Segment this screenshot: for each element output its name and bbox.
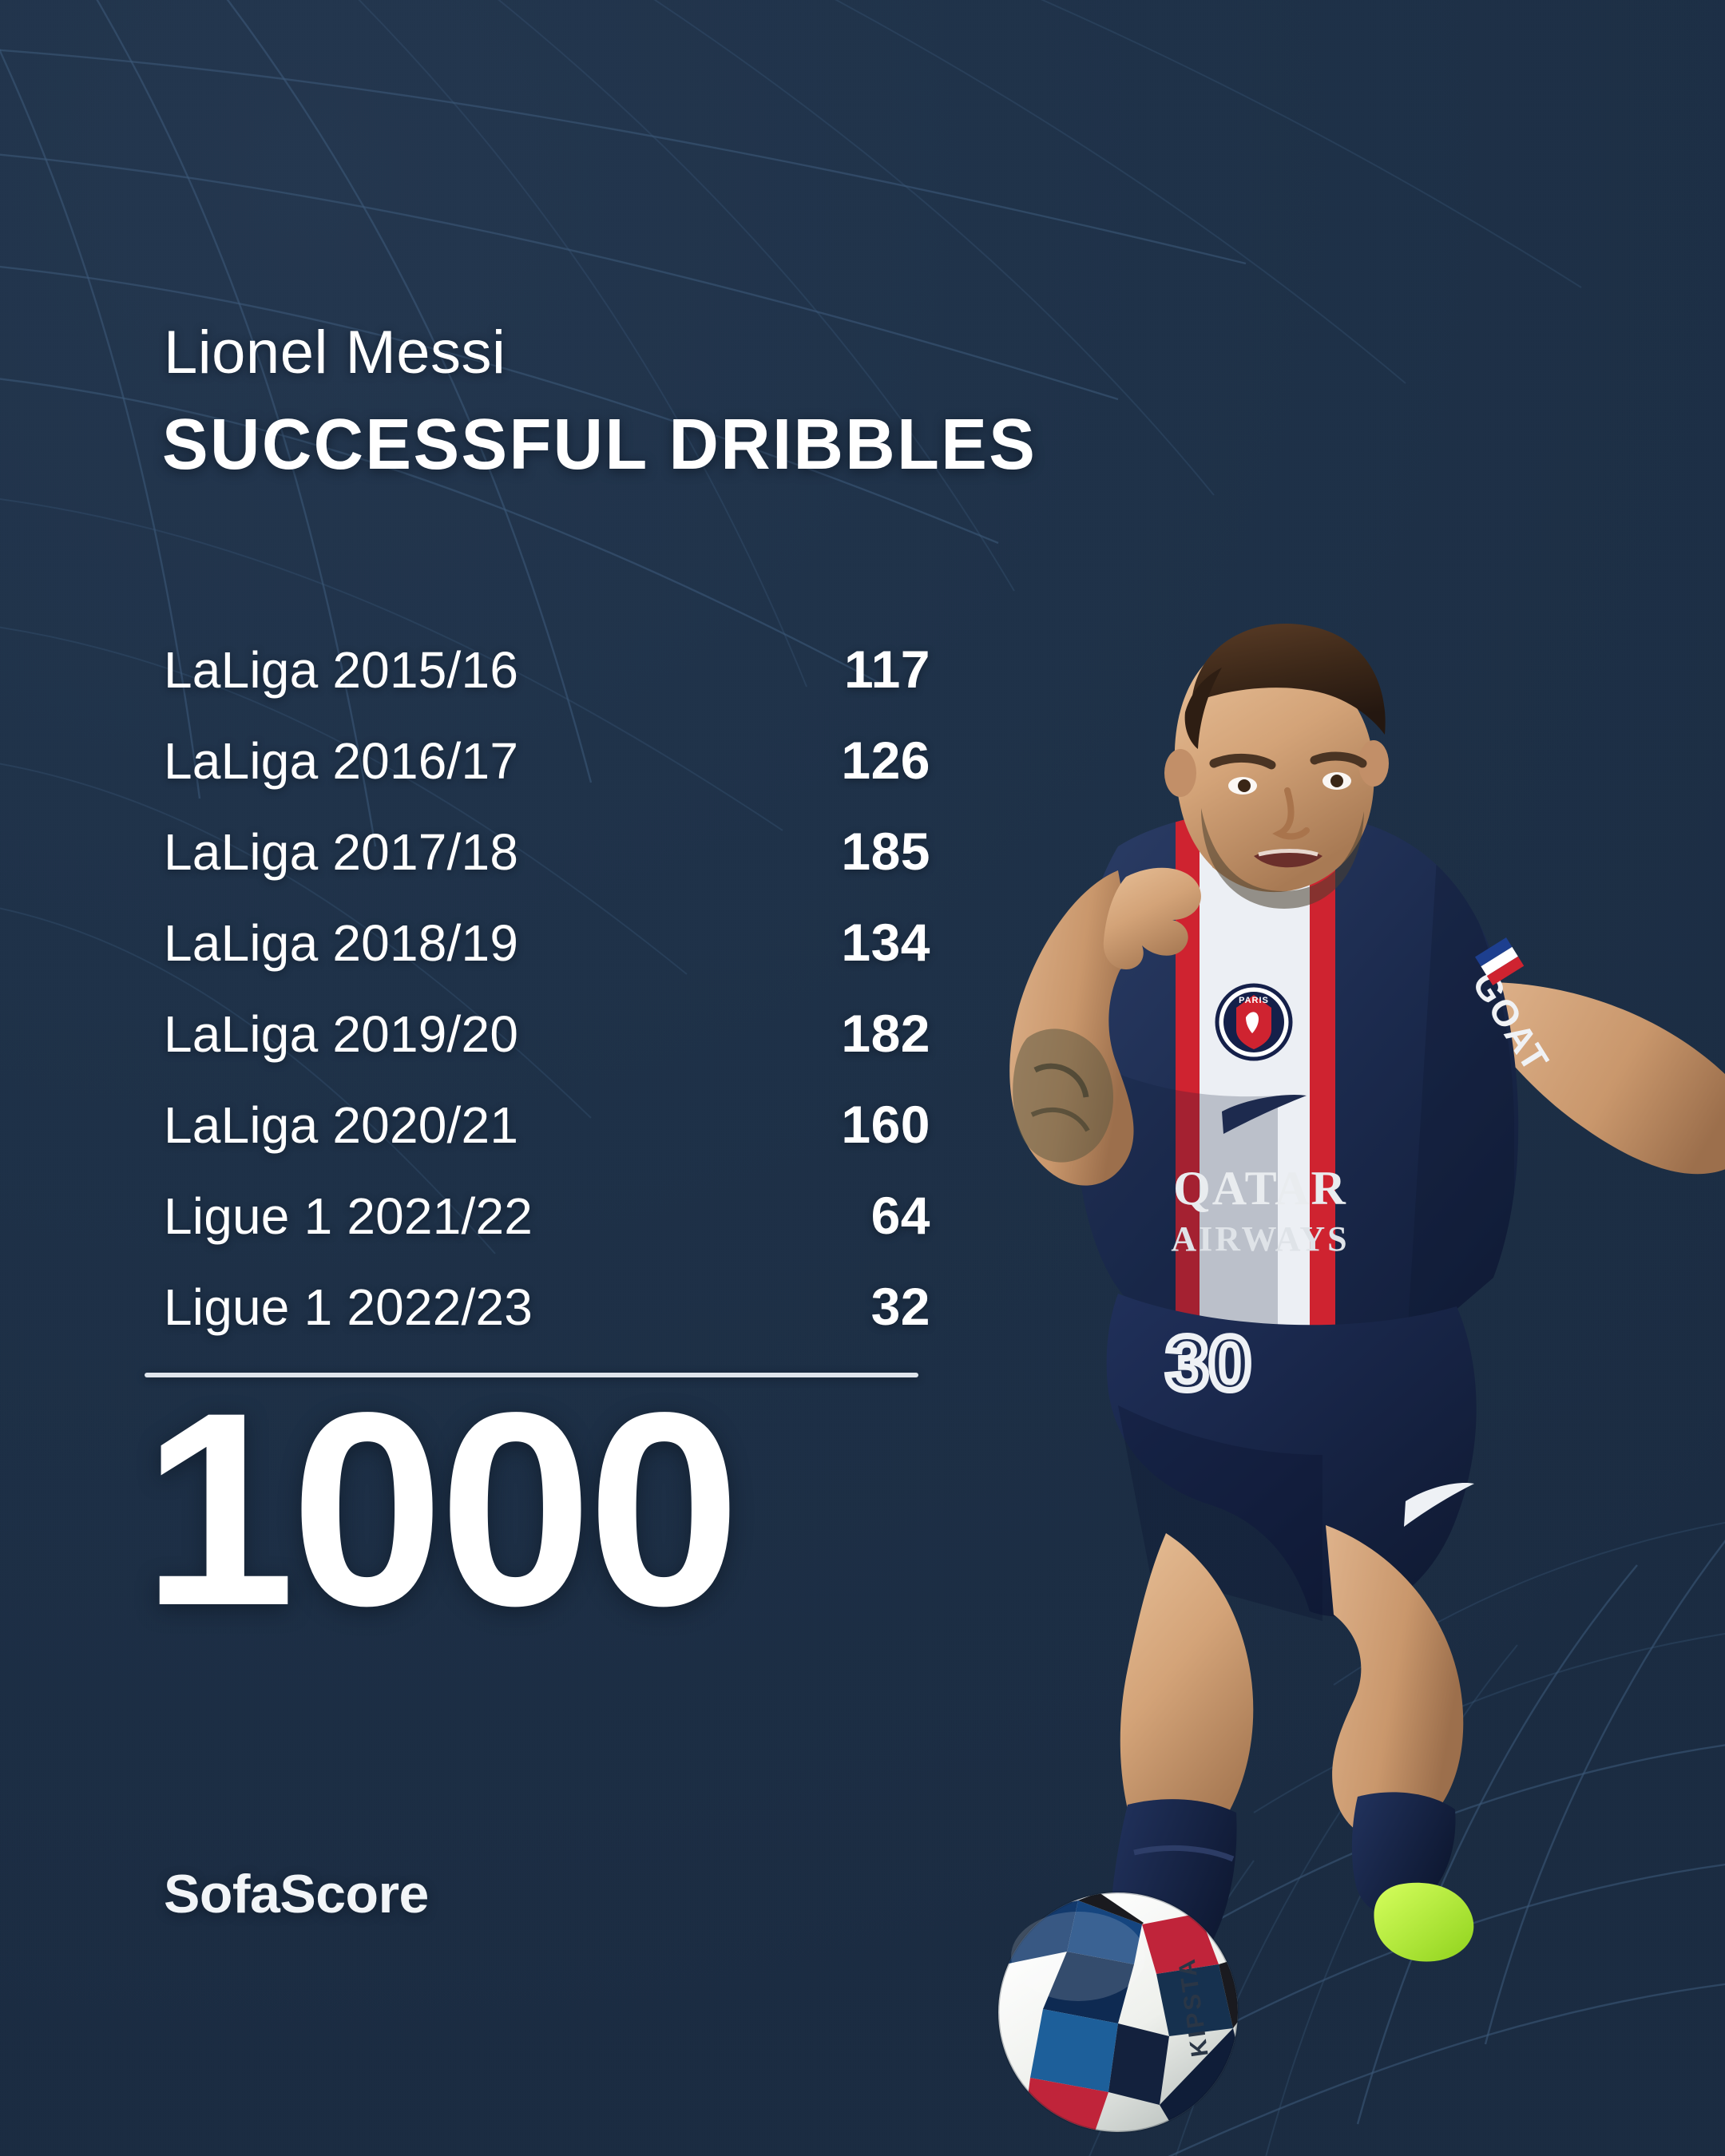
list-item: Ligue 1 2021/22 64 (164, 1185, 930, 1276)
kit-sponsor-line2: AIRWAYS (1171, 1219, 1349, 1258)
list-item: LaLiga 2019/20 182 (164, 1003, 930, 1094)
season-value: 134 (841, 913, 930, 972)
season-value: 126 (841, 731, 930, 790)
player-head (1164, 624, 1389, 909)
season-value: 185 (841, 822, 930, 881)
page-title: SUCCESSFUL DRIBBLES (162, 405, 1037, 485)
list-item: LaLiga 2020/21 160 (164, 1094, 930, 1185)
season-label: LaLiga 2020/21 (164, 1096, 519, 1154)
list-item: LaLiga 2018/19 134 (164, 912, 930, 1003)
season-label: LaLiga 2017/18 (164, 823, 519, 881)
player-right-arm (1009, 867, 1201, 1186)
kit-sponsor-line1: QATAR (1173, 1162, 1347, 1215)
season-value: 32 (870, 1277, 930, 1336)
stats-list: LaLiga 2015/16 117 LaLiga 2016/17 126 La… (164, 639, 930, 1367)
player-legs (1120, 1525, 1464, 1853)
season-label: LaLiga 2019/20 (164, 1005, 519, 1063)
season-label: Ligue 1 2022/23 (164, 1278, 533, 1336)
svg-text:PARIS: PARIS (1239, 996, 1269, 1005)
season-label: Ligue 1 2021/22 (164, 1187, 533, 1245)
nike-swoosh-chest (1222, 1094, 1307, 1134)
player-left-arm (1479, 982, 1725, 1175)
total-value: 1000 (142, 1356, 740, 1663)
season-value: 64 (870, 1186, 930, 1245)
season-value: 182 (841, 1004, 930, 1063)
season-label: LaLiga 2016/17 (164, 732, 519, 790)
football: KIPSTA (997, 1891, 1239, 2134)
total-divider (145, 1373, 918, 1377)
season-label: LaLiga 2018/19 (164, 914, 519, 972)
list-item: LaLiga 2015/16 117 (164, 639, 930, 730)
nike-swoosh-shorts (1404, 1482, 1474, 1527)
season-value: 160 (841, 1095, 930, 1154)
season-label: LaLiga 2015/16 (164, 641, 519, 699)
psg-crest: PARIS (1215, 983, 1293, 1061)
player-name: Lionel Messi (164, 319, 506, 386)
sofascore-logo: SofaScore (164, 1864, 429, 1924)
season-value: 117 (844, 640, 930, 699)
list-item: Ligue 1 2022/23 32 (164, 1276, 930, 1367)
list-item: LaLiga 2016/17 126 (164, 730, 930, 821)
shirt-number: 30 (1166, 1321, 1251, 1406)
player-photo: PARIS QATAR AIRWAYS (878, 607, 1725, 2156)
list-item: LaLiga 2017/18 185 (164, 821, 930, 912)
